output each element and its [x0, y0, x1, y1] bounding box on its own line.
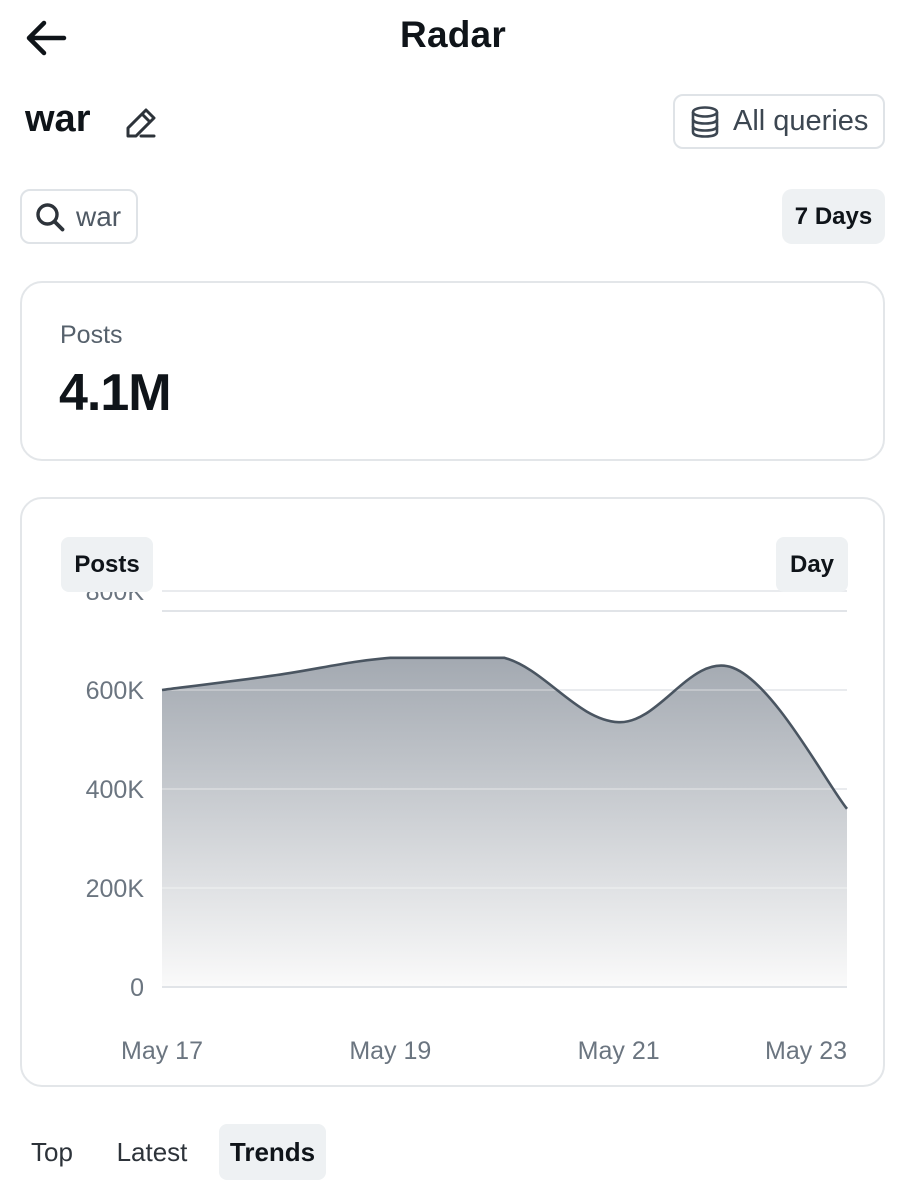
database-icon — [691, 105, 719, 138]
y-tick-label: 200K — [86, 875, 145, 903]
all-queries-label: All queries — [733, 105, 869, 137]
pencil-icon — [126, 108, 156, 138]
interval-selector-button[interactable]: Day — [776, 537, 848, 592]
x-tick-label: May 21 — [578, 1037, 660, 1065]
back-button[interactable] — [18, 12, 74, 64]
tab-top[interactable]: Top — [31, 1136, 73, 1167]
x-tick-label: May 17 — [121, 1037, 203, 1065]
search-value: war — [76, 200, 122, 232]
series-line — [161, 656, 849, 810]
x-tick-label: May 19 — [349, 1037, 431, 1065]
chart-card: 0 200K 400K 600K 800K May 17 May 19 May 21 May 2… — [20, 497, 885, 1087]
stat-label: Posts — [60, 321, 123, 349]
tab-trends[interactable]: Trends — [219, 1124, 326, 1180]
header: Radar — [0, 0, 906, 76]
all-queries-button[interactable]: All queries — [673, 94, 885, 149]
metric-selector-button[interactable]: Posts — [61, 537, 153, 592]
query-title: war — [25, 98, 91, 140]
tab-latest[interactable]: Latest — [116, 1136, 188, 1167]
arrow-left-icon — [26, 20, 67, 56]
y-tick-label: 400K — [86, 776, 145, 804]
edit-query-button[interactable] — [120, 102, 162, 144]
x-tick-label: May 23 — [765, 1037, 847, 1065]
page-title: Radar — [400, 14, 506, 55]
date-range-button[interactable]: 7 Days — [782, 189, 885, 244]
area-fill — [162, 657, 847, 987]
tab-bar: Top Latest Trends — [0, 1124, 906, 1180]
posts-stat-card: Posts 4.1M — [20, 281, 885, 461]
search-chip[interactable]: war — [20, 189, 138, 244]
search-icon — [36, 202, 65, 231]
y-tick-label: 600K — [86, 677, 145, 705]
stat-value: 4.1M — [59, 364, 172, 422]
y-tick-label: 0 — [130, 974, 144, 1002]
